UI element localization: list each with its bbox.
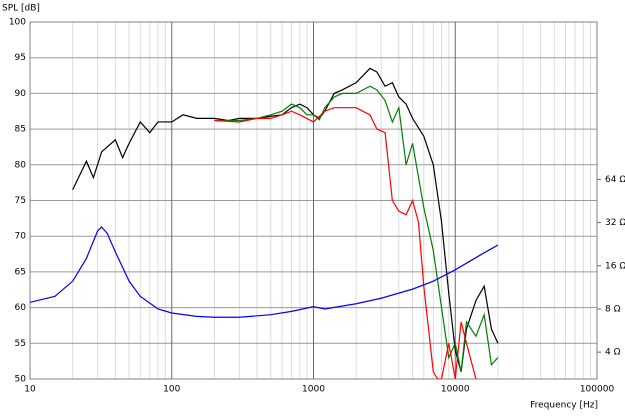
y-tick-label: 100 <box>9 18 26 28</box>
y-tick-label: 75 <box>15 196 26 206</box>
y-tick-label: 60 <box>15 303 27 313</box>
y2-tick-label: 16 Ω <box>605 261 625 271</box>
series-line <box>214 107 477 379</box>
x-tick-label: 100 <box>163 385 180 395</box>
series-line <box>214 85 499 372</box>
y-tick-label: 70 <box>15 232 27 242</box>
y-tick-label: 65 <box>15 267 26 277</box>
y-tick-label: 80 <box>15 160 27 170</box>
x-tick-label: 100000 <box>580 385 615 395</box>
y2-tick-label: 64 Ω <box>605 175 625 185</box>
y-tick-label: 50 <box>15 375 27 385</box>
y-axis-label: SPL [dB] <box>2 4 40 14</box>
x-tick-label: 10000 <box>441 385 470 395</box>
x-axis-label: Frequency [Hz] <box>530 401 598 411</box>
y-tick-label: 55 <box>15 339 26 349</box>
plot-frame <box>29 21 598 380</box>
y-tick-label: 90 <box>15 89 27 99</box>
y-tick-label: 95 <box>15 53 26 63</box>
x-tick-label: 1000 <box>302 385 325 395</box>
series-line <box>30 226 499 318</box>
x-tick-label: 10 <box>24 385 36 395</box>
y2-tick-label: 8 Ω <box>605 304 621 314</box>
y2-tick-label: 4 Ω <box>605 348 621 358</box>
y-tick-label: 85 <box>15 125 26 135</box>
y2-tick-label: 32 Ω <box>605 218 625 228</box>
